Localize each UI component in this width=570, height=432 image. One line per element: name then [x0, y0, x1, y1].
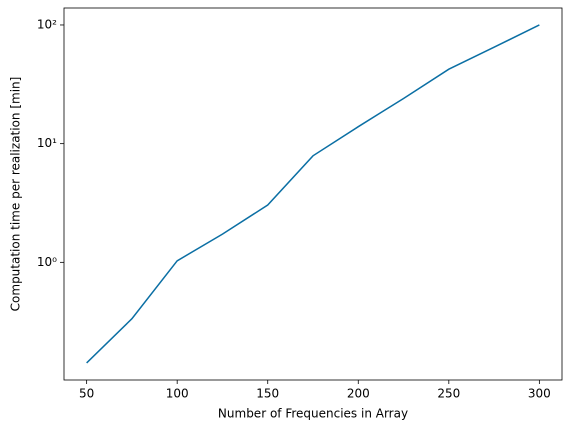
y-tick-label: 10² — [37, 17, 57, 31]
x-axis-label: Number of Frequencies in Array — [218, 407, 408, 421]
x-tick-label: 150 — [256, 387, 279, 401]
x-tick-label: 50 — [79, 387, 94, 401]
line-series — [86, 24, 540, 364]
x-tick-label: 250 — [437, 387, 460, 401]
x-tick-label: 300 — [528, 387, 551, 401]
x-tick-label: 100 — [166, 387, 189, 401]
y-axis-label: Computation time per realization [min] — [9, 77, 23, 312]
x-tick-label: 200 — [347, 387, 370, 401]
plot-frame — [63, 7, 563, 381]
y-tick-label: 10⁰ — [37, 255, 57, 269]
y-tick-label: 10¹ — [37, 136, 57, 150]
